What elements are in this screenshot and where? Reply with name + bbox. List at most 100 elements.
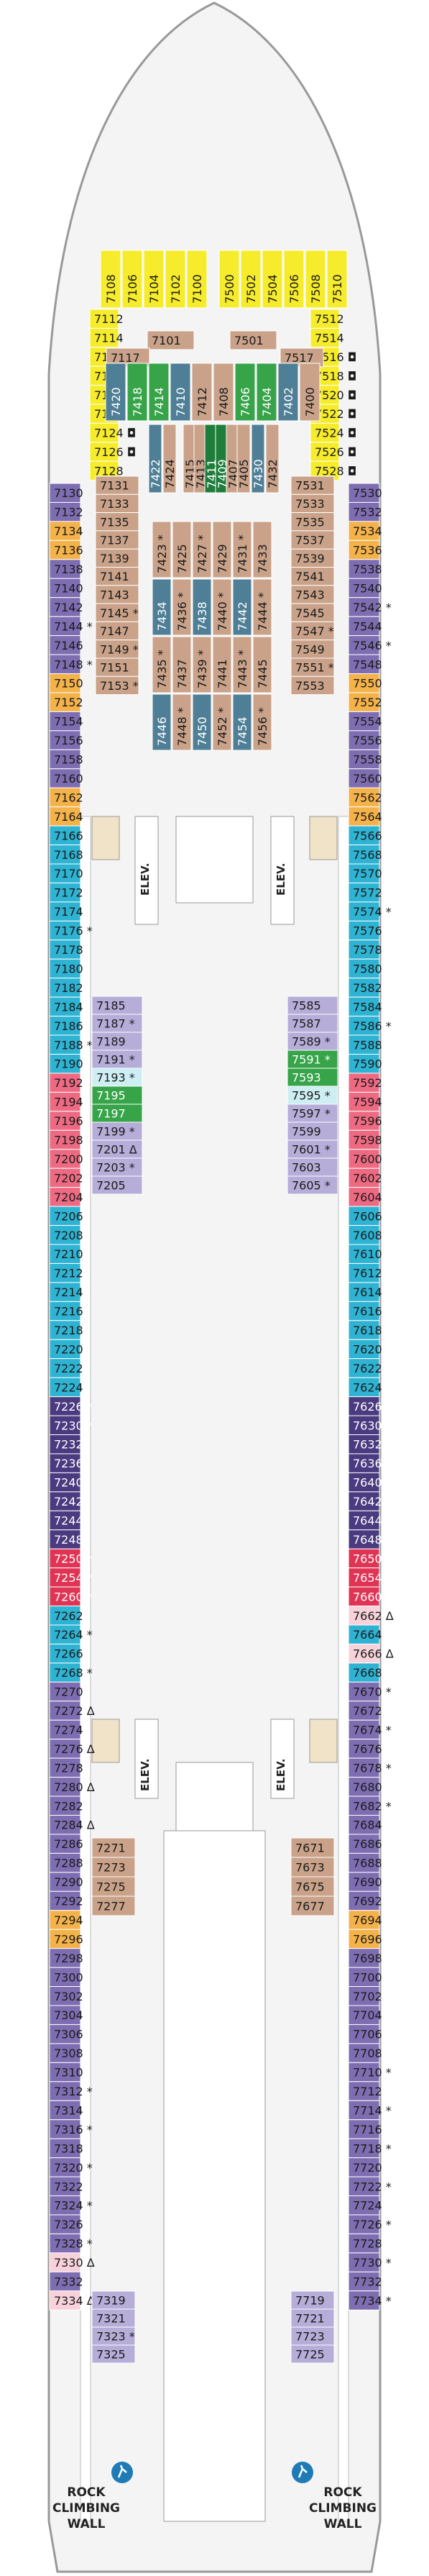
cabin-7180[interactable]: 7180 bbox=[49, 958, 83, 979]
cabin-7170[interactable]: 7170 bbox=[49, 863, 83, 883]
cabin-7590[interactable]: 7590 bbox=[348, 1054, 382, 1074]
cabin-7262[interactable]: 7262 bbox=[49, 1606, 83, 1626]
cabin-7556[interactable]: 7556 bbox=[348, 730, 382, 750]
cabin-7178[interactable]: 7178 bbox=[49, 939, 83, 960]
cabin-7508[interactable]: 7508 bbox=[305, 250, 326, 309]
cabin-7446[interactable]: 7446 bbox=[152, 693, 172, 751]
cabin-7142[interactable]: 7142 bbox=[49, 597, 83, 617]
cabin-7452[interactable]: 7452 * bbox=[212, 693, 232, 751]
cabin-7510[interactable]: 7510 bbox=[326, 250, 348, 309]
cabin-7210[interactable]: 7210 bbox=[49, 1244, 83, 1264]
cabin-7589[interactable]: 7589 * bbox=[287, 1032, 338, 1051]
cabin-7166[interactable]: 7166 bbox=[49, 825, 83, 846]
cabin-7536[interactable]: 7536 bbox=[348, 540, 382, 560]
cabin-7538[interactable]: 7538 bbox=[348, 559, 382, 579]
cabin-7222[interactable]: 7222 bbox=[49, 1358, 83, 1378]
cabin-7176[interactable]: 7176 * bbox=[49, 920, 93, 941]
cabin-7216[interactable]: 7216 bbox=[49, 1301, 83, 1321]
cabin-7294[interactable]: 7294 bbox=[49, 1910, 83, 1930]
cabin-7682[interactable]: 7682 * bbox=[348, 1796, 392, 1816]
cabin-7151[interactable]: 7151 bbox=[95, 657, 139, 677]
cabin-7124[interactable]: 7124 ◘ bbox=[89, 422, 136, 443]
cabin-7302[interactable]: 7302 bbox=[49, 1986, 83, 2006]
cabin-7585[interactable]: 7585 bbox=[287, 996, 338, 1015]
cabin-7208[interactable]: 7208 bbox=[49, 1225, 83, 1245]
cabin-7720[interactable]: 7720 bbox=[348, 2157, 382, 2177]
cabin-7334[interactable]: 7334 Δ bbox=[49, 2290, 95, 2311]
cabin-7544[interactable]: 7544 bbox=[348, 616, 382, 637]
cabin-7271[interactable]: 7271 bbox=[91, 1837, 136, 1858]
cabin-7288[interactable]: 7288 bbox=[49, 1852, 83, 1873]
cabin-7654[interactable]: 7654 * bbox=[348, 1567, 392, 1588]
cabin-7149[interactable]: 7149 * bbox=[95, 640, 139, 659]
cabin-7424[interactable]: 7424 bbox=[162, 424, 177, 493]
cabin-7328[interactable]: 7328 * bbox=[49, 2233, 93, 2254]
cabin-7602[interactable]: 7602 bbox=[348, 1168, 382, 1188]
cabin-7708[interactable]: 7708 bbox=[348, 2043, 382, 2063]
cabin-7441[interactable]: 7441 bbox=[212, 636, 232, 693]
cabin-7195[interactable]: 7195 bbox=[91, 1086, 143, 1105]
cabin-7280[interactable]: 7280 Δ bbox=[49, 1777, 95, 1797]
cabin-7139[interactable]: 7139 bbox=[95, 548, 139, 568]
cabin-7718[interactable]: 7718 * bbox=[348, 2138, 392, 2159]
cabin-7146[interactable]: 7146 bbox=[49, 635, 83, 655]
cabin-7433[interactable]: 7433 bbox=[252, 521, 272, 578]
cabin-7722[interactable]: 7722 * bbox=[348, 2176, 392, 2197]
cabin-7595[interactable]: 7595 * bbox=[287, 1086, 338, 1105]
cabin-7192[interactable]: 7192 bbox=[49, 1073, 83, 1093]
cabin-7324[interactable]: 7324 * bbox=[49, 2195, 93, 2216]
cabin-7425[interactable]: 7425 bbox=[172, 521, 192, 578]
cabin-7126[interactable]: 7126 ◘ bbox=[89, 442, 136, 462]
cabin-7203[interactable]: 7203 * bbox=[91, 1157, 143, 1177]
cabin-7330[interactable]: 7330 Δ bbox=[49, 2252, 95, 2272]
cabin-7282[interactable]: 7282 bbox=[49, 1796, 83, 1816]
cabin-7712[interactable]: 7712 bbox=[348, 2081, 382, 2101]
cabin-7325[interactable]: 7325 bbox=[91, 2344, 136, 2364]
cabin-7504[interactable]: 7504 bbox=[262, 250, 283, 309]
cabin-7199[interactable]: 7199 * bbox=[91, 1121, 143, 1141]
cabin-7648[interactable]: 7648 bbox=[348, 1529, 382, 1549]
cabin-7162[interactable]: 7162 bbox=[49, 787, 83, 808]
cabin-7174[interactable]: 7174 bbox=[49, 901, 83, 921]
cabin-7448[interactable]: 7448 * bbox=[172, 693, 192, 751]
cabin-7440[interactable]: 7440 * bbox=[212, 578, 232, 636]
cabin-7432[interactable]: 7432 bbox=[265, 424, 280, 493]
cabin-7610[interactable]: 7610 bbox=[348, 1244, 382, 1264]
cabin-7587[interactable]: 7587 bbox=[287, 1014, 338, 1033]
cabin-7600[interactable]: 7600 bbox=[348, 1149, 382, 1169]
cabin-7702[interactable]: 7702 bbox=[348, 1986, 382, 2006]
cabin-7442[interactable]: 7442 bbox=[232, 578, 252, 636]
cabin-7133[interactable]: 7133 bbox=[95, 493, 139, 514]
cabin-7248[interactable]: 7248 bbox=[49, 1529, 83, 1549]
cabin-7275[interactable]: 7275 bbox=[91, 1876, 136, 1897]
cabin-7266[interactable]: 7266 bbox=[49, 1643, 83, 1664]
cabin-7500[interactable]: 7500 bbox=[218, 250, 240, 309]
cabin-7603[interactable]: 7603 bbox=[287, 1157, 338, 1177]
cabin-7430[interactable]: 7430 bbox=[251, 424, 265, 493]
cabin-7405[interactable]: 7405 bbox=[236, 424, 251, 493]
cabin-7548[interactable]: 7548 bbox=[348, 654, 382, 674]
cabin-7100[interactable]: 7100 bbox=[186, 250, 208, 309]
cabin-7244[interactable]: 7244 bbox=[49, 1510, 83, 1531]
cabin-7292[interactable]: 7292 bbox=[49, 1890, 83, 1911]
cabin-7582[interactable]: 7582 bbox=[348, 978, 382, 998]
cabin-7141[interactable]: 7141 bbox=[95, 567, 139, 586]
cabin-7429[interactable]: 7429 bbox=[212, 521, 232, 578]
cabin-7205[interactable]: 7205 bbox=[91, 1175, 143, 1195]
cabin-7636[interactable]: 7636 bbox=[348, 1453, 382, 1473]
cabin-7554[interactable]: 7554 bbox=[348, 711, 382, 732]
cabin-7438[interactable]: 7438 bbox=[192, 578, 212, 636]
cabin-7278[interactable]: 7278 bbox=[49, 1757, 83, 1778]
cabin-7158[interactable]: 7158 bbox=[49, 749, 83, 770]
cabin-7630[interactable]: 7630 * bbox=[348, 1415, 392, 1436]
cabin-7201[interactable]: 7201 Δ bbox=[91, 1139, 143, 1159]
cabin-7193[interactable]: 7193 * bbox=[91, 1068, 143, 1087]
cabin-7273[interactable]: 7273 bbox=[91, 1857, 136, 1878]
cabin-7650[interactable]: 7650 * bbox=[348, 1548, 392, 1569]
cabin-7588[interactable]: 7588 bbox=[348, 1034, 382, 1055]
cabin-7274[interactable]: 7274 bbox=[49, 1719, 83, 1740]
cabin-7698[interactable]: 7698 bbox=[348, 1948, 382, 1968]
cabin-7512[interactable]: 7512 bbox=[310, 309, 344, 329]
cabin-7696[interactable]: 7696 bbox=[348, 1929, 382, 1949]
cabin-7414[interactable]: 7414 bbox=[148, 363, 170, 422]
